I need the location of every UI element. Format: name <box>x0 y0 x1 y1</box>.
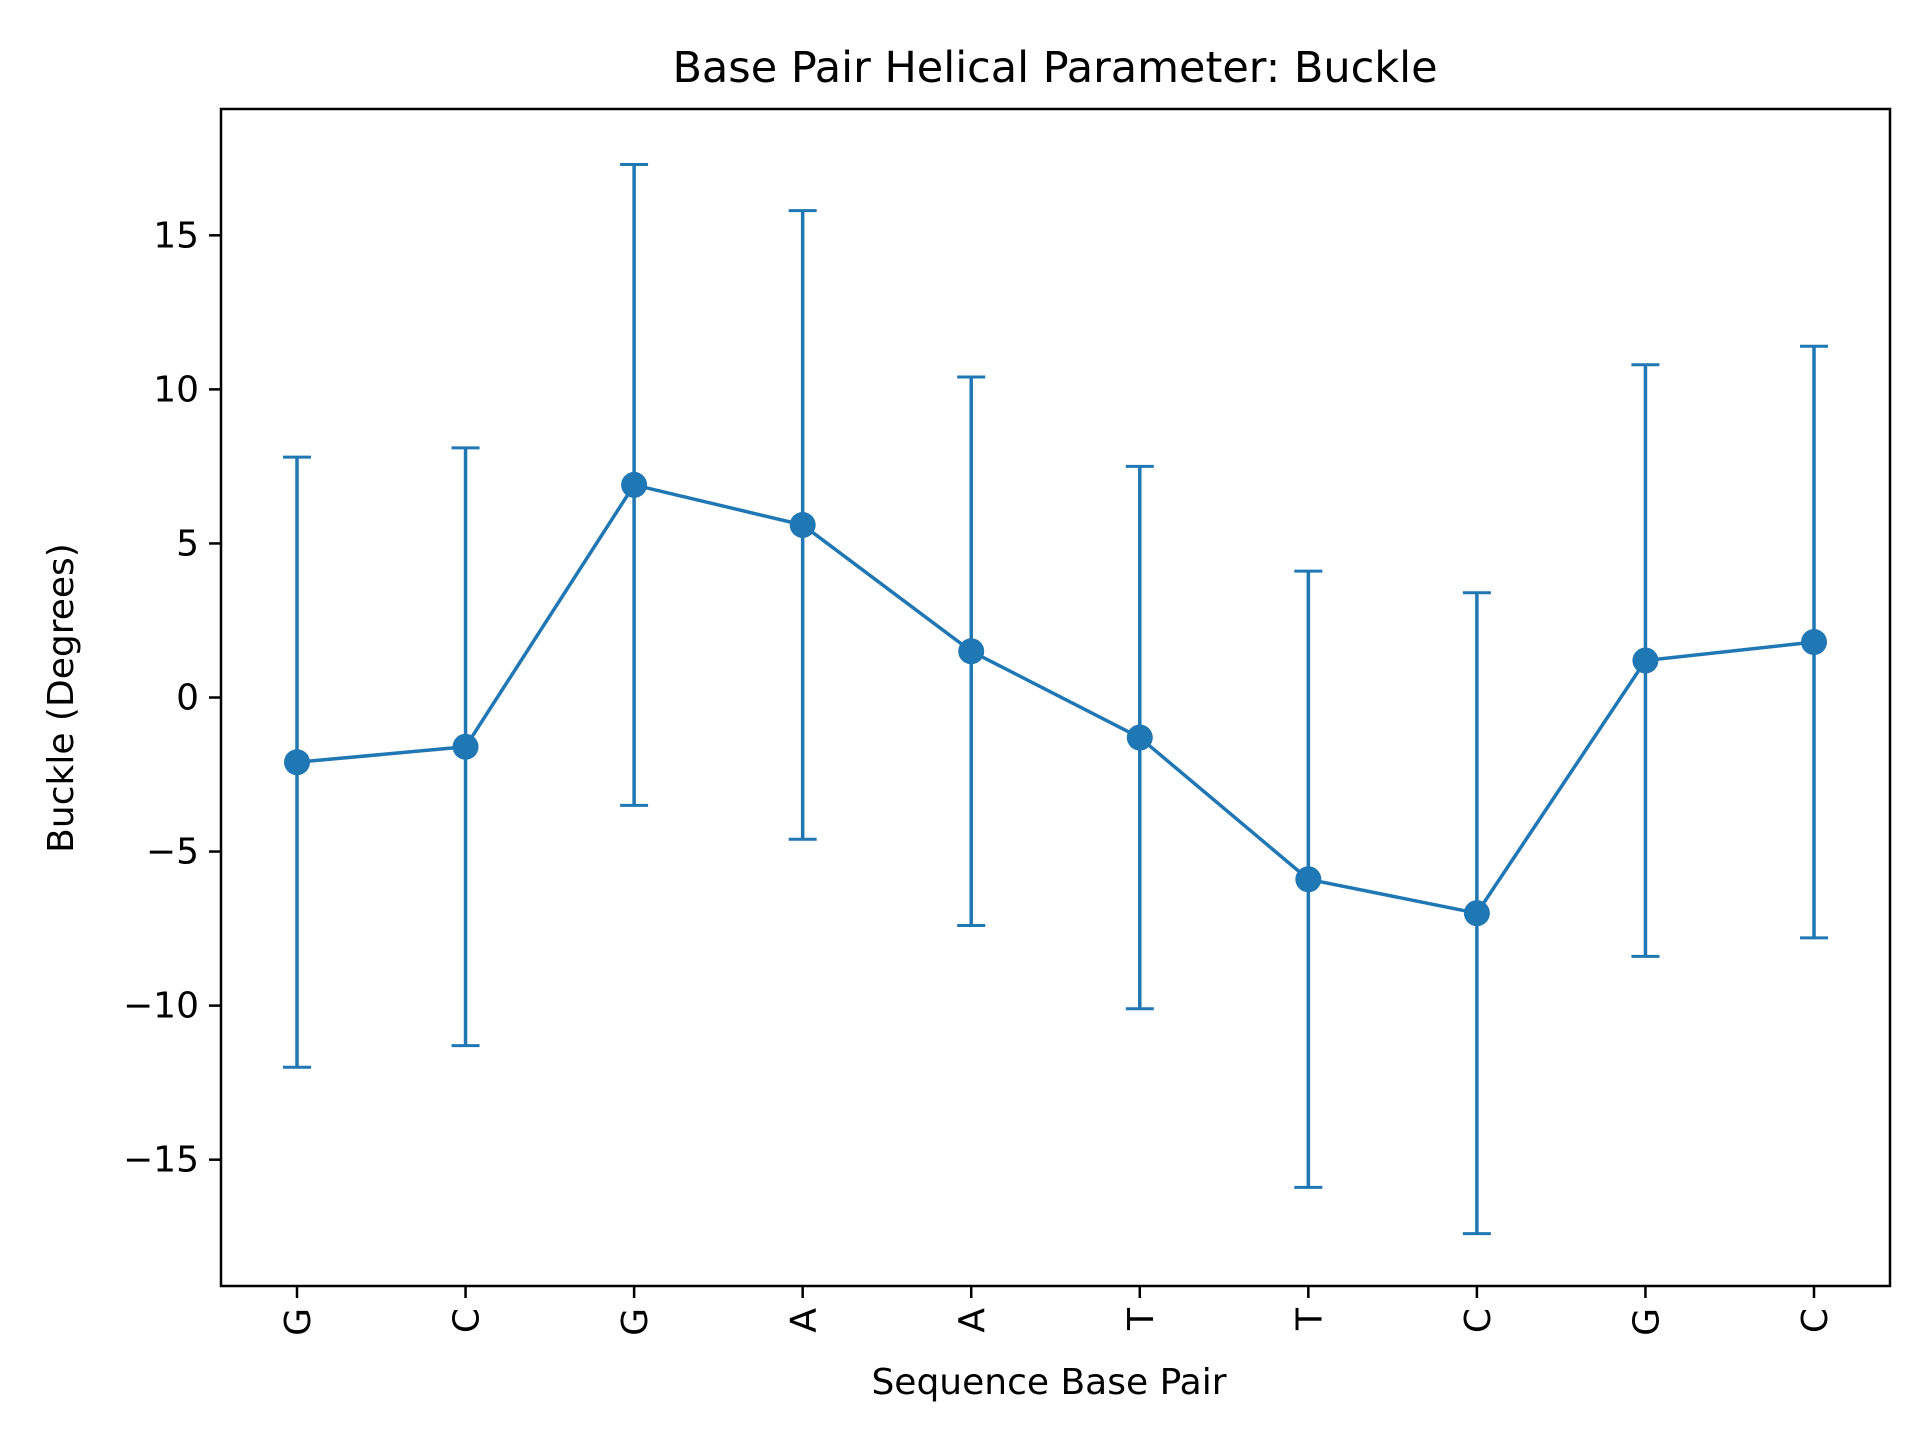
data-point <box>1126 724 1153 751</box>
plot-area <box>283 162 1828 1236</box>
data-point <box>1463 900 1490 927</box>
x-axis-label: Sequence Base Pair <box>871 1362 1226 1403</box>
x-tick-label: G <box>1626 1308 1667 1336</box>
x-tick-label: G <box>615 1308 656 1336</box>
data-point <box>1801 629 1827 656</box>
data-point <box>621 471 648 498</box>
x-tick-label: T <box>1121 1307 1162 1331</box>
y-tick-label: 15 <box>153 215 199 256</box>
data-point <box>1295 866 1322 893</box>
x-tick-label: G <box>278 1308 319 1336</box>
x-tick-label: T <box>1289 1307 1330 1331</box>
y-tick-label: −15 <box>123 1140 199 1181</box>
y-tick-label: 0 <box>176 678 199 719</box>
chart-title: Base Pair Helical Parameter: Buckle <box>672 43 1437 93</box>
y-tick-label: 5 <box>176 523 199 564</box>
series-line <box>296 483 1815 915</box>
plot-frame <box>219 107 1892 1288</box>
data-point <box>789 511 816 538</box>
data-point <box>452 733 479 760</box>
data-point <box>958 638 985 665</box>
x-tick-label: A <box>952 1308 993 1333</box>
y-tick-label: −5 <box>146 832 199 873</box>
y-tick-label: 10 <box>153 369 199 410</box>
x-tick-label: C <box>447 1308 488 1333</box>
y-axis-label: Buckle (Degrees) <box>41 543 82 853</box>
x-tick-label: C <box>1458 1308 1499 1333</box>
y-tick-label: −10 <box>123 986 199 1027</box>
x-tick-label: A <box>784 1308 825 1333</box>
data-point <box>1632 647 1659 674</box>
y-axis: −15 −10 −5 0 5 10 15 <box>123 215 221 1181</box>
data-point <box>284 749 310 776</box>
x-tick-label: C <box>1795 1308 1836 1333</box>
